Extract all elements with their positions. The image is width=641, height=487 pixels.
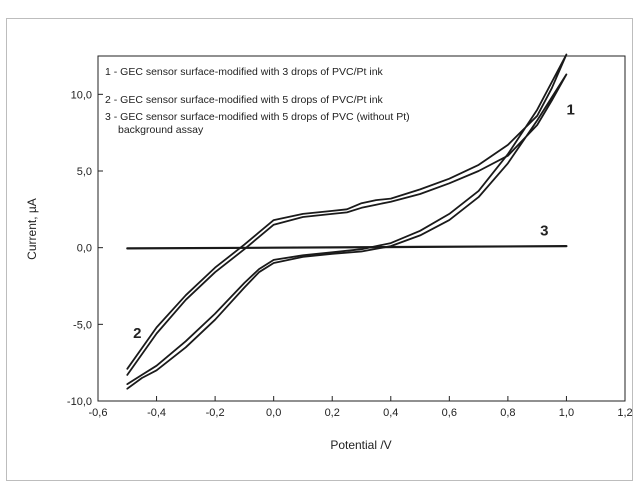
figure-frame	[6, 18, 633, 481]
x-tick-label: 0,4	[383, 407, 398, 419]
x-axis-title: Potential /V	[330, 438, 391, 452]
plot-area	[97, 55, 626, 402]
curve-label-3: 3	[540, 222, 548, 239]
x-tick-label: 1,0	[559, 407, 574, 419]
x-tick-label: -0,2	[206, 407, 225, 419]
series-layer	[126, 53, 568, 390]
legend-entry-1: 1 - GEC sensor surface-modified with 3 d…	[105, 66, 384, 78]
x-tick-label: 0,6	[442, 407, 457, 419]
x-tick-label: -0,4	[147, 407, 166, 419]
x-axis: -0,6 -0,4 -0,2 0,0 0,2 0,4 0,6 0,8 1,0 1,2	[89, 396, 633, 419]
curve-label-2: 2	[133, 325, 141, 342]
series-line-2	[126, 53, 568, 386]
x-tick-label: 0,0	[266, 407, 281, 419]
y-tick-label: -10,0	[67, 396, 92, 408]
curve-label-1: 1	[566, 101, 574, 118]
series-line-1	[126, 73, 568, 390]
x-tick-label: 1,2	[617, 407, 632, 419]
y-tick-label: -5,0	[73, 319, 92, 331]
y-axis: -10,0 -5,0 0,0 5,0 10,0	[67, 89, 103, 408]
x-tick-label: 0,2	[325, 407, 340, 419]
curve-labels: 1 2 3	[133, 101, 575, 342]
legend-entry-3-continued: background assay	[118, 124, 204, 136]
y-tick-label: 0,0	[77, 243, 92, 255]
x-tick-label: 0,8	[500, 407, 515, 419]
x-tick-label: -0,6	[89, 407, 108, 419]
legend: 1 - GEC sensor surface-modified with 3 d…	[105, 66, 410, 136]
legend-entry-2: 2 - GEC sensor surface-modified with 5 d…	[105, 94, 384, 106]
legend-entry-3: 3 - GEC sensor surface-modified with 5 d…	[105, 111, 410, 123]
y-axis-title: Current, µA	[25, 198, 39, 260]
y-tick-label: 10,0	[71, 89, 92, 101]
y-tick-label: 5,0	[77, 166, 92, 178]
series-line-3	[126, 245, 568, 250]
